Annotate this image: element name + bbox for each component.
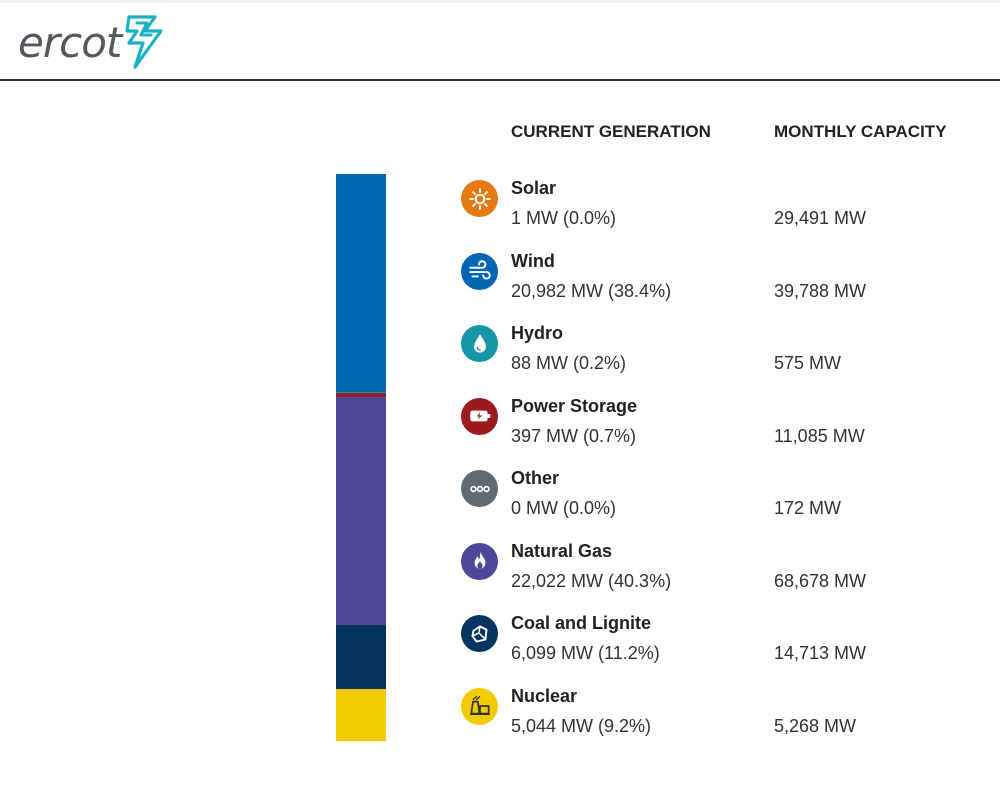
fuel-generation: 1 MW (0.0%) [511,208,617,228]
fuel-generation: 397 MW (0.7%) [511,425,637,446]
ercot-logo[interactable]: ercot [18,13,167,73]
fuel-row-natural-gas: Natural Gas 22,022 MW (40.3%) 68,678 MW [460,539,980,612]
more-dots-icon [461,470,498,507]
fuel-row-solar: Solar 1 MW (0.0%) 29,491 MW [460,176,980,249]
fuel-row-nuclear: Nuclear 5,044 MW (9.2%) 5,268 MW [460,684,980,757]
fuel-capacity: 14,713 MW [774,643,867,663]
fuel-capacity: 172 MW [774,498,842,518]
fuel-name: Solar [511,178,557,198]
generation-stack-bar [336,174,386,741]
header: ercot [0,3,1000,81]
fuel-name: Natural Gas [511,540,613,561]
logo-wordmark: ercot [18,18,122,67]
stack-segment-nuclear[interactable] [336,688,386,741]
stack-segment-wind[interactable] [336,174,386,392]
coal-icon [461,615,498,652]
fuel-name: Other [511,468,560,488]
wind-icon [461,252,498,290]
fuel-row-coal-and-lignite: Coal and Lignite 6,099 MW (11.2%) 14,713… [460,611,980,684]
fuel-capacity: 575 MW [774,353,842,373]
fuel-name: Nuclear [511,685,578,706]
current-generation-header: CURRENT GENERATION [511,122,711,141]
monthly-capacity-header: MONTHLY CAPACITY [774,122,947,141]
fuel-name: Power Storage [511,395,638,416]
fuel-row-other: Other 0 MW (0.0%) 172 MW [460,466,980,539]
top-border [0,0,1000,3]
fuel-generation: 20,982 MW (38.4%) [511,280,672,301]
fuel-capacity: 11,085 MW [774,425,865,446]
fuel-name: Coal and Lignite [511,613,652,633]
fuel-capacity: 5,268 MW [774,715,857,736]
flame-icon [461,542,498,580]
stack-segment-power-storage[interactable] [336,392,386,397]
fuel-capacity: 29,491 MW [774,208,867,228]
fuel-row-power-storage: Power Storage 397 MW (0.7%) 11,085 MW [460,394,980,467]
fuel-capacity: 39,788 MW [774,280,867,301]
fuel-generation: 6,099 MW (11.2%) [511,643,660,663]
fuel-generation: 88 MW (0.2%) [511,353,627,373]
stack-segment-hydro[interactable] [336,391,386,393]
nuclear-plant-icon [461,687,498,725]
fuel-name: Hydro [511,323,564,343]
fuel-row-wind: Wind 20,982 MW (38.4%) 39,788 MW [460,249,980,322]
fuel-mix-list: Solar 1 MW (0.0%) 29,491 MW Wind 20,982 … [460,176,980,756]
fuel-name: Wind [511,250,555,271]
stack-segment-coal-and-lignite[interactable] [336,625,386,689]
fuel-row-hydro: Hydro 88 MW (0.2%) 575 MW [460,321,980,394]
water-drop-icon [461,325,498,362]
fuel-capacity: 68,678 MW [774,570,867,591]
fuel-generation: 5,044 MW (9.2%) [511,715,652,736]
fuel-generation: 22,022 MW (40.3%) [511,570,672,591]
fuel-generation: 0 MW (0.0%) [511,498,617,518]
battery-icon [461,397,498,435]
sun-icon [461,180,498,217]
lightning-bolt-icon [125,15,163,69]
stack-segment-natural-gas[interactable] [336,396,386,626]
